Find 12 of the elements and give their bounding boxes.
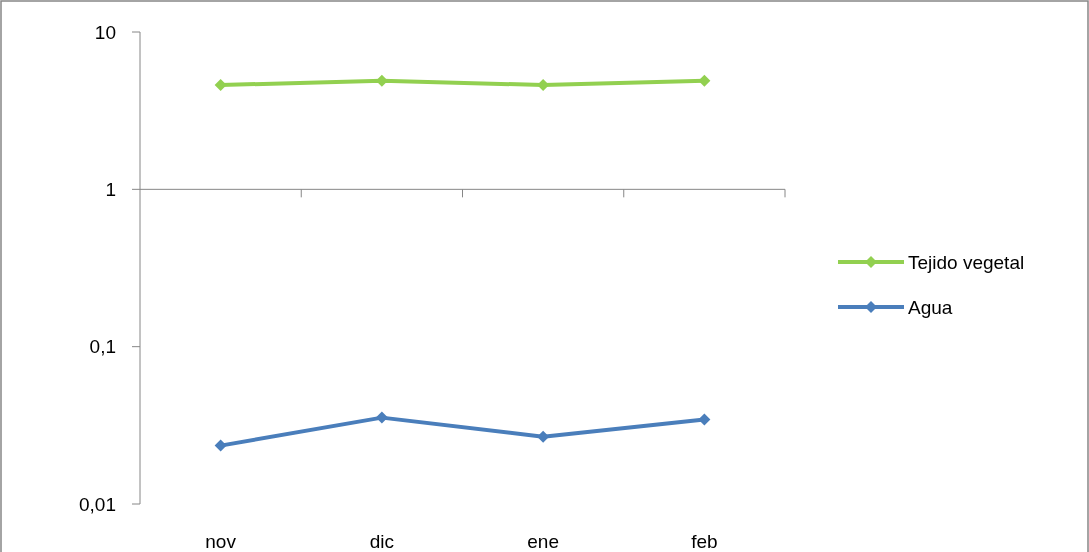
x-tick-label: ene	[527, 530, 559, 552]
y-tick-label: 0,1	[89, 336, 116, 358]
y-tick-label: 10	[94, 21, 116, 43]
y-tick-label: 0,01	[79, 493, 116, 515]
x-tick-label: feb	[691, 530, 718, 552]
x-tick-label: nov	[205, 530, 237, 552]
legend-label: Agua	[908, 296, 953, 318]
point	[375, 411, 388, 424]
y-tick-label: 1	[105, 178, 116, 200]
point	[214, 439, 227, 452]
legend-label: Tejido vegetal	[908, 251, 1025, 273]
x-tick-label: dic	[369, 530, 395, 552]
